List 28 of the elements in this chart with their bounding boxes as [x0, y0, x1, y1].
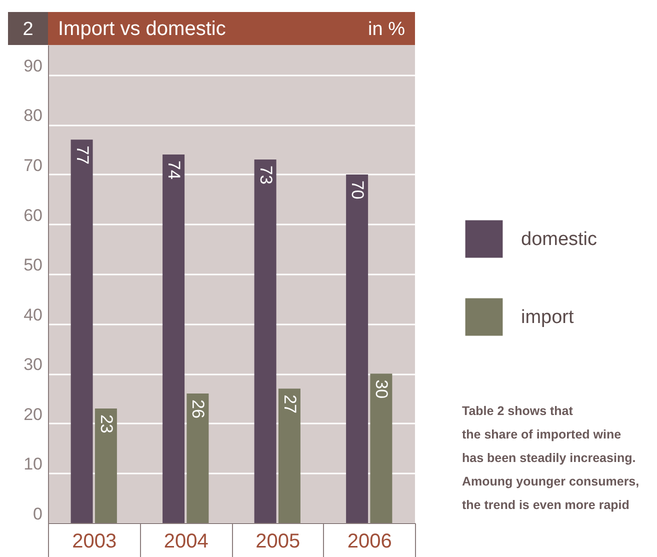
data-label: 30	[372, 380, 392, 399]
x-tick-label: 2004	[164, 530, 208, 552]
y-tick-label: 0	[33, 504, 42, 524]
y-tick-label: 70	[24, 156, 42, 175]
caption: Table 2 shows that the share of imported wine has been steadily increasing. Amoung younger consumers, the trend is even more rapid	[462, 404, 640, 512]
data-label: 73	[256, 166, 276, 184]
y-tick-label: 90	[24, 56, 42, 76]
y-tick-label: 80	[24, 106, 42, 126]
x-tick-label: 2003	[72, 530, 117, 552]
data-label: 74	[164, 160, 184, 180]
y-tick-label: 10	[24, 454, 42, 474]
y-axis-title: in %	[368, 19, 406, 40]
data-label: 27	[280, 394, 300, 414]
legend-label: domestic	[521, 229, 598, 250]
data-label: 77	[72, 146, 92, 165]
data-label: 70	[348, 180, 368, 200]
x-tick-label: 2006	[347, 530, 392, 552]
y-tick-label: 40	[24, 305, 42, 324]
x-tick-label: 2005	[256, 530, 300, 552]
legend-label: import	[521, 307, 575, 328]
y-tick-label: 20	[24, 404, 42, 424]
chart-title: Import vs domestic	[58, 18, 226, 40]
y-tick-label: 30	[24, 355, 42, 374]
data-label: 23	[96, 414, 116, 434]
y-tick-label: 60	[24, 206, 42, 225]
text: 2	[22, 19, 34, 40]
data-label: 26	[188, 400, 208, 418]
y-tick-label: 50	[24, 256, 42, 275]
